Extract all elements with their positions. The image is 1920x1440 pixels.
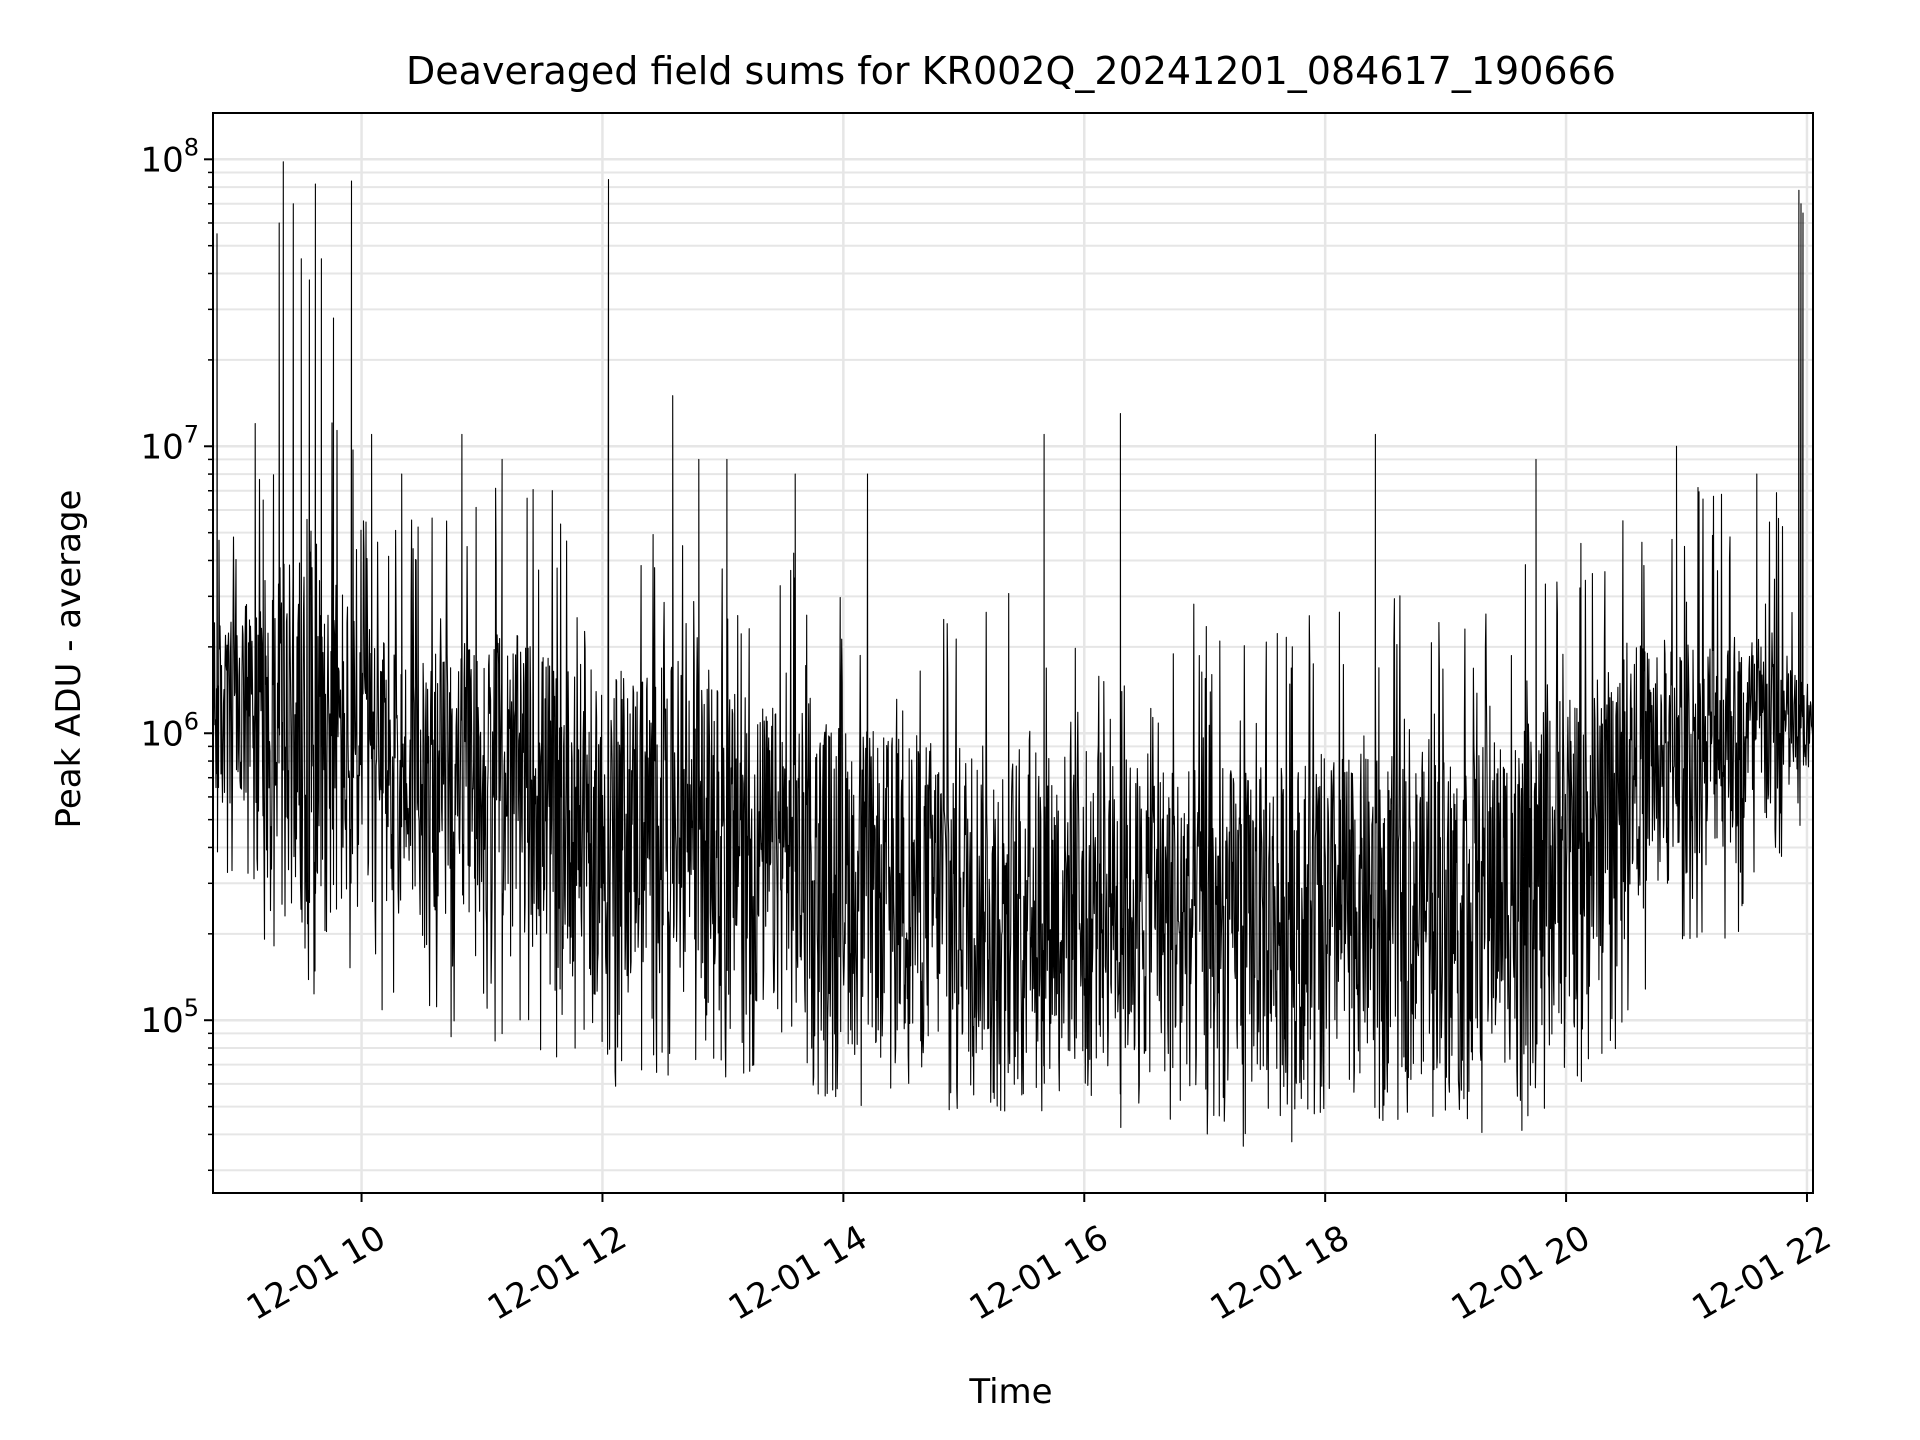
y-tick-label: 108 xyxy=(140,133,199,180)
series-line xyxy=(212,161,1814,1147)
chart-title: Deaveraged field sums for KR002Q_2024120… xyxy=(406,49,1616,93)
y-tick-label: 107 xyxy=(140,420,199,467)
y-tick-label: 105 xyxy=(140,994,199,1041)
y-tick-label: 106 xyxy=(140,707,199,754)
y-axis-label: Peak ADU - average xyxy=(49,490,89,829)
plot-data xyxy=(212,161,1814,1147)
plot-frame xyxy=(212,112,1814,1194)
x-axis-label: Time xyxy=(968,1372,1052,1412)
